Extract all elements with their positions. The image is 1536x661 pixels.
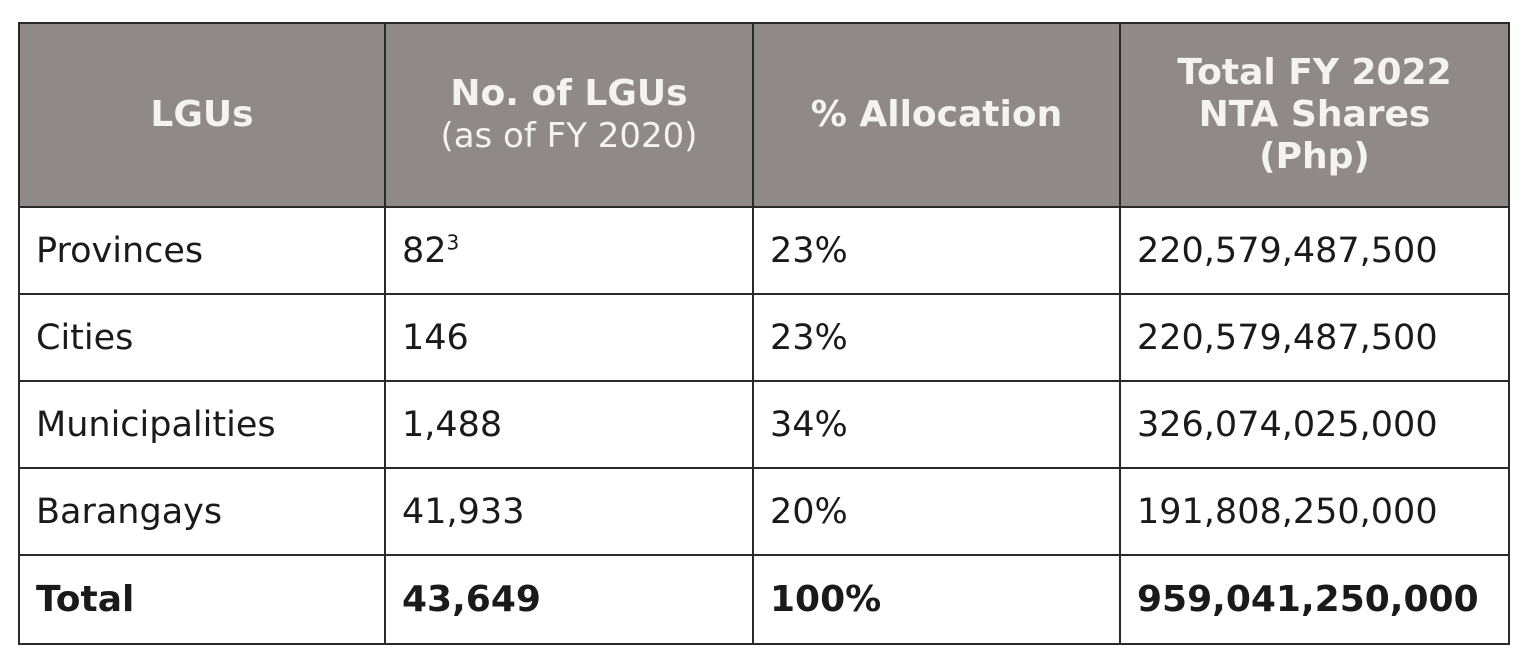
cell-lgu: Municipalities	[18, 380, 386, 469]
cell-count: 146	[384, 293, 754, 382]
cell-allocation: 20%	[752, 467, 1121, 556]
header-row: LGUs No. of LGUs (as of FY 2020) % Alloc…	[18, 22, 1510, 208]
count-value: 82	[402, 230, 447, 271]
total-allocation: 100%	[752, 554, 1121, 645]
cell-nta: 191,808,250,000	[1119, 467, 1510, 556]
header-lgus-label: LGUs	[150, 94, 254, 135]
cell-nta: 220,579,487,500	[1119, 206, 1510, 295]
footnote-marker: 3	[446, 229, 460, 254]
total-nta: 959,041,250,000	[1119, 554, 1510, 645]
header-no-of-lgus: No. of LGUs (as of FY 2020)	[384, 22, 754, 208]
nta-allocation-table: LGUs No. of LGUs (as of FY 2020) % Alloc…	[18, 22, 1510, 645]
cell-lgu: Cities	[18, 293, 386, 382]
table-body: Provinces 823 23% 220,579,487,500 Cities…	[18, 206, 1510, 645]
cell-count: 1,488	[384, 380, 754, 469]
cell-nta: 326,074,025,000	[1119, 380, 1510, 469]
header-allocation: % Allocation	[752, 22, 1121, 208]
cell-lgu: Barangays	[18, 467, 386, 556]
table-row: Barangays 41,933 20% 191,808,250,000	[18, 467, 1510, 556]
cell-count: 823	[384, 206, 754, 295]
cell-allocation: 23%	[752, 206, 1121, 295]
header-nta-shares: Total FY 2022 NTA Shares (Php)	[1119, 22, 1510, 208]
table-row: Municipalities 1,488 34% 326,074,025,000	[18, 380, 1510, 469]
cell-allocation: 34%	[752, 380, 1121, 469]
cell-nta: 220,579,487,500	[1119, 293, 1510, 382]
table-row: Cities 146 23% 220,579,487,500	[18, 293, 1510, 382]
table-row: Provinces 823 23% 220,579,487,500	[18, 206, 1510, 295]
table-header: LGUs No. of LGUs (as of FY 2020) % Alloc…	[18, 22, 1510, 208]
header-no-of-lgus-sublabel: (as of FY 2020)	[440, 116, 698, 156]
cell-lgu: Provinces	[18, 206, 386, 295]
total-label: Total	[18, 554, 386, 645]
cell-allocation: 23%	[752, 293, 1121, 382]
header-nta-shares-label: Total FY 2022 NTA Shares (Php)	[1177, 52, 1452, 177]
header-lgus: LGUs	[18, 22, 386, 208]
header-no-of-lgus-label: No. of LGUs	[450, 73, 688, 114]
cell-count: 41,933	[384, 467, 754, 556]
header-allocation-label: % Allocation	[810, 94, 1063, 135]
total-row: Total 43,649 100% 959,041,250,000	[18, 554, 1510, 645]
total-count: 43,649	[384, 554, 754, 645]
